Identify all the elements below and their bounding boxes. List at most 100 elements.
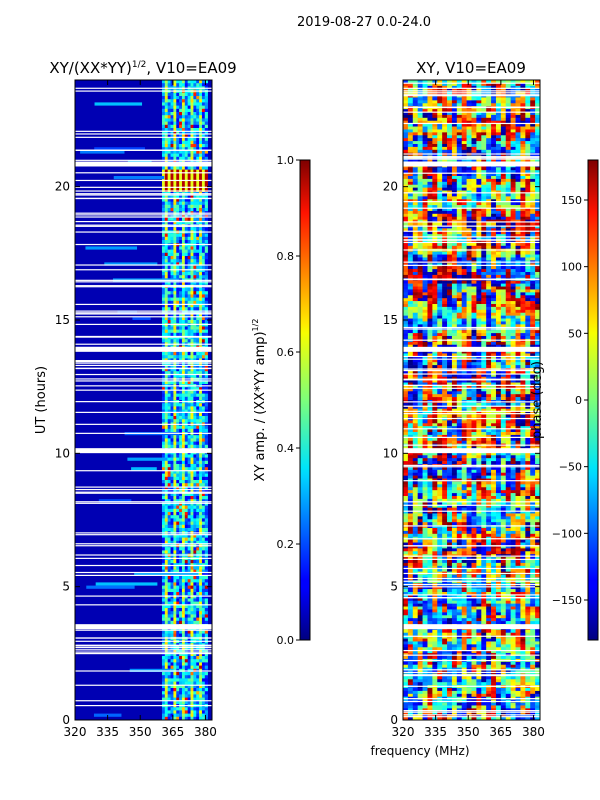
phase-cell <box>510 141 516 145</box>
amplitude-flagged-line <box>75 159 212 161</box>
amplitude-cell <box>184 134 188 138</box>
amplitude-cell <box>161 547 166 551</box>
amplitude-cell <box>193 713 197 718</box>
amplitude-cell <box>199 489 203 494</box>
amplitude-cell <box>187 102 191 106</box>
amplitude-cell <box>190 688 194 692</box>
amplitude-cell <box>199 310 203 314</box>
amplitude-cell <box>196 307 200 311</box>
amplitude-cell <box>173 390 177 394</box>
amplitude-cell <box>184 140 188 145</box>
phase-cell <box>520 144 526 148</box>
amplitude-cell <box>187 156 191 161</box>
amplitude-cell <box>190 307 194 311</box>
amplitude-cell <box>201 476 206 481</box>
amplitude-cell <box>161 268 166 273</box>
amplitude-cell <box>161 672 166 676</box>
amplitude-cell <box>184 537 188 542</box>
amplitude-cell <box>176 92 180 97</box>
phase-cell <box>412 176 418 180</box>
amplitude-cell <box>164 297 168 302</box>
phase-cell <box>525 146 531 151</box>
amplitude-cell <box>179 630 183 634</box>
amplitude-cell <box>164 233 168 238</box>
amplitude-cell <box>176 220 180 225</box>
amplitude-cell <box>170 214 174 218</box>
phase-cell <box>407 222 414 226</box>
amplitude-cell <box>190 166 194 170</box>
amplitude-cell <box>179 713 183 718</box>
amplitude-cell <box>201 483 206 487</box>
amplitude-cell <box>181 204 186 209</box>
amplitude-cell <box>167 406 171 410</box>
amplitude-cell <box>199 438 203 442</box>
amplitude-cell <box>204 496 208 500</box>
amplitude-cell <box>170 419 174 423</box>
amplitude-cell <box>164 502 168 506</box>
phase-cell <box>510 129 516 133</box>
amplitude-cell <box>181 524 186 529</box>
phase-cell <box>447 187 453 191</box>
amplitude-cell <box>199 208 203 212</box>
amplitude-cell <box>199 144 203 148</box>
amplitude-cell <box>184 521 188 526</box>
amplitude-cell <box>161 294 166 298</box>
phase-cell <box>500 193 507 197</box>
amplitude-cell <box>196 220 200 225</box>
amplitude-cell <box>167 288 171 292</box>
amplitude-cell <box>173 118 177 122</box>
amplitude-cell <box>193 416 197 420</box>
amplitude-cell <box>173 227 177 231</box>
amplitude-cell <box>161 710 166 714</box>
amplitude-cell <box>199 233 203 238</box>
amplitude-cell <box>181 396 186 401</box>
phase-cell <box>476 129 482 133</box>
amplitude-cell <box>179 409 183 414</box>
amplitude-cell <box>190 675 194 679</box>
phase-cell <box>520 167 526 171</box>
amplitude-cell <box>176 428 180 433</box>
amplitude-cell <box>196 336 200 340</box>
amplitude-cell <box>199 368 203 372</box>
amplitude-cell <box>201 198 206 202</box>
phase-cell <box>422 216 428 220</box>
amplitude-cell <box>190 220 194 225</box>
amplitude-cell <box>173 371 177 375</box>
amplitude-cell <box>196 105 200 110</box>
amplitude-cell <box>196 435 200 439</box>
amplitude-cell <box>167 438 171 442</box>
amplitude-cell <box>201 460 206 465</box>
amplitude-cell <box>170 505 174 510</box>
amplitude-cell <box>193 240 197 244</box>
amplitude-cell <box>167 473 171 478</box>
amplitude-cell <box>173 300 177 305</box>
amplitude-cell <box>170 96 174 100</box>
amplitude-cell <box>196 80 200 84</box>
phase-cell <box>403 135 409 139</box>
amplitude-cell <box>176 118 180 122</box>
amplitude-cell <box>181 419 186 423</box>
amplitude-cell <box>179 134 183 138</box>
amplitude-flagged-line <box>75 645 212 647</box>
amplitude-flagged-line <box>75 545 212 547</box>
amplitude-cell <box>196 140 200 145</box>
amplitude-cell <box>196 473 200 478</box>
amplitude-cell <box>170 201 174 206</box>
amplitude-cell <box>204 444 208 449</box>
amplitude-cell <box>196 630 200 634</box>
amplitude-cell <box>193 108 197 113</box>
amplitude-cell <box>190 534 194 538</box>
phase-cell <box>442 123 448 127</box>
amplitude-cell <box>193 128 197 132</box>
phase-cell <box>407 97 414 101</box>
amplitude-cell <box>181 592 186 596</box>
amplitude-cell <box>187 412 191 417</box>
amplitude-cell <box>204 355 208 359</box>
phase-cell <box>495 97 502 101</box>
amplitude-cell <box>170 118 174 122</box>
phase-cell <box>417 193 423 197</box>
amplitude-cell <box>201 515 206 519</box>
amplitude-cell <box>193 147 197 151</box>
phase-cell <box>515 184 521 188</box>
amplitude-cell <box>199 537 203 542</box>
